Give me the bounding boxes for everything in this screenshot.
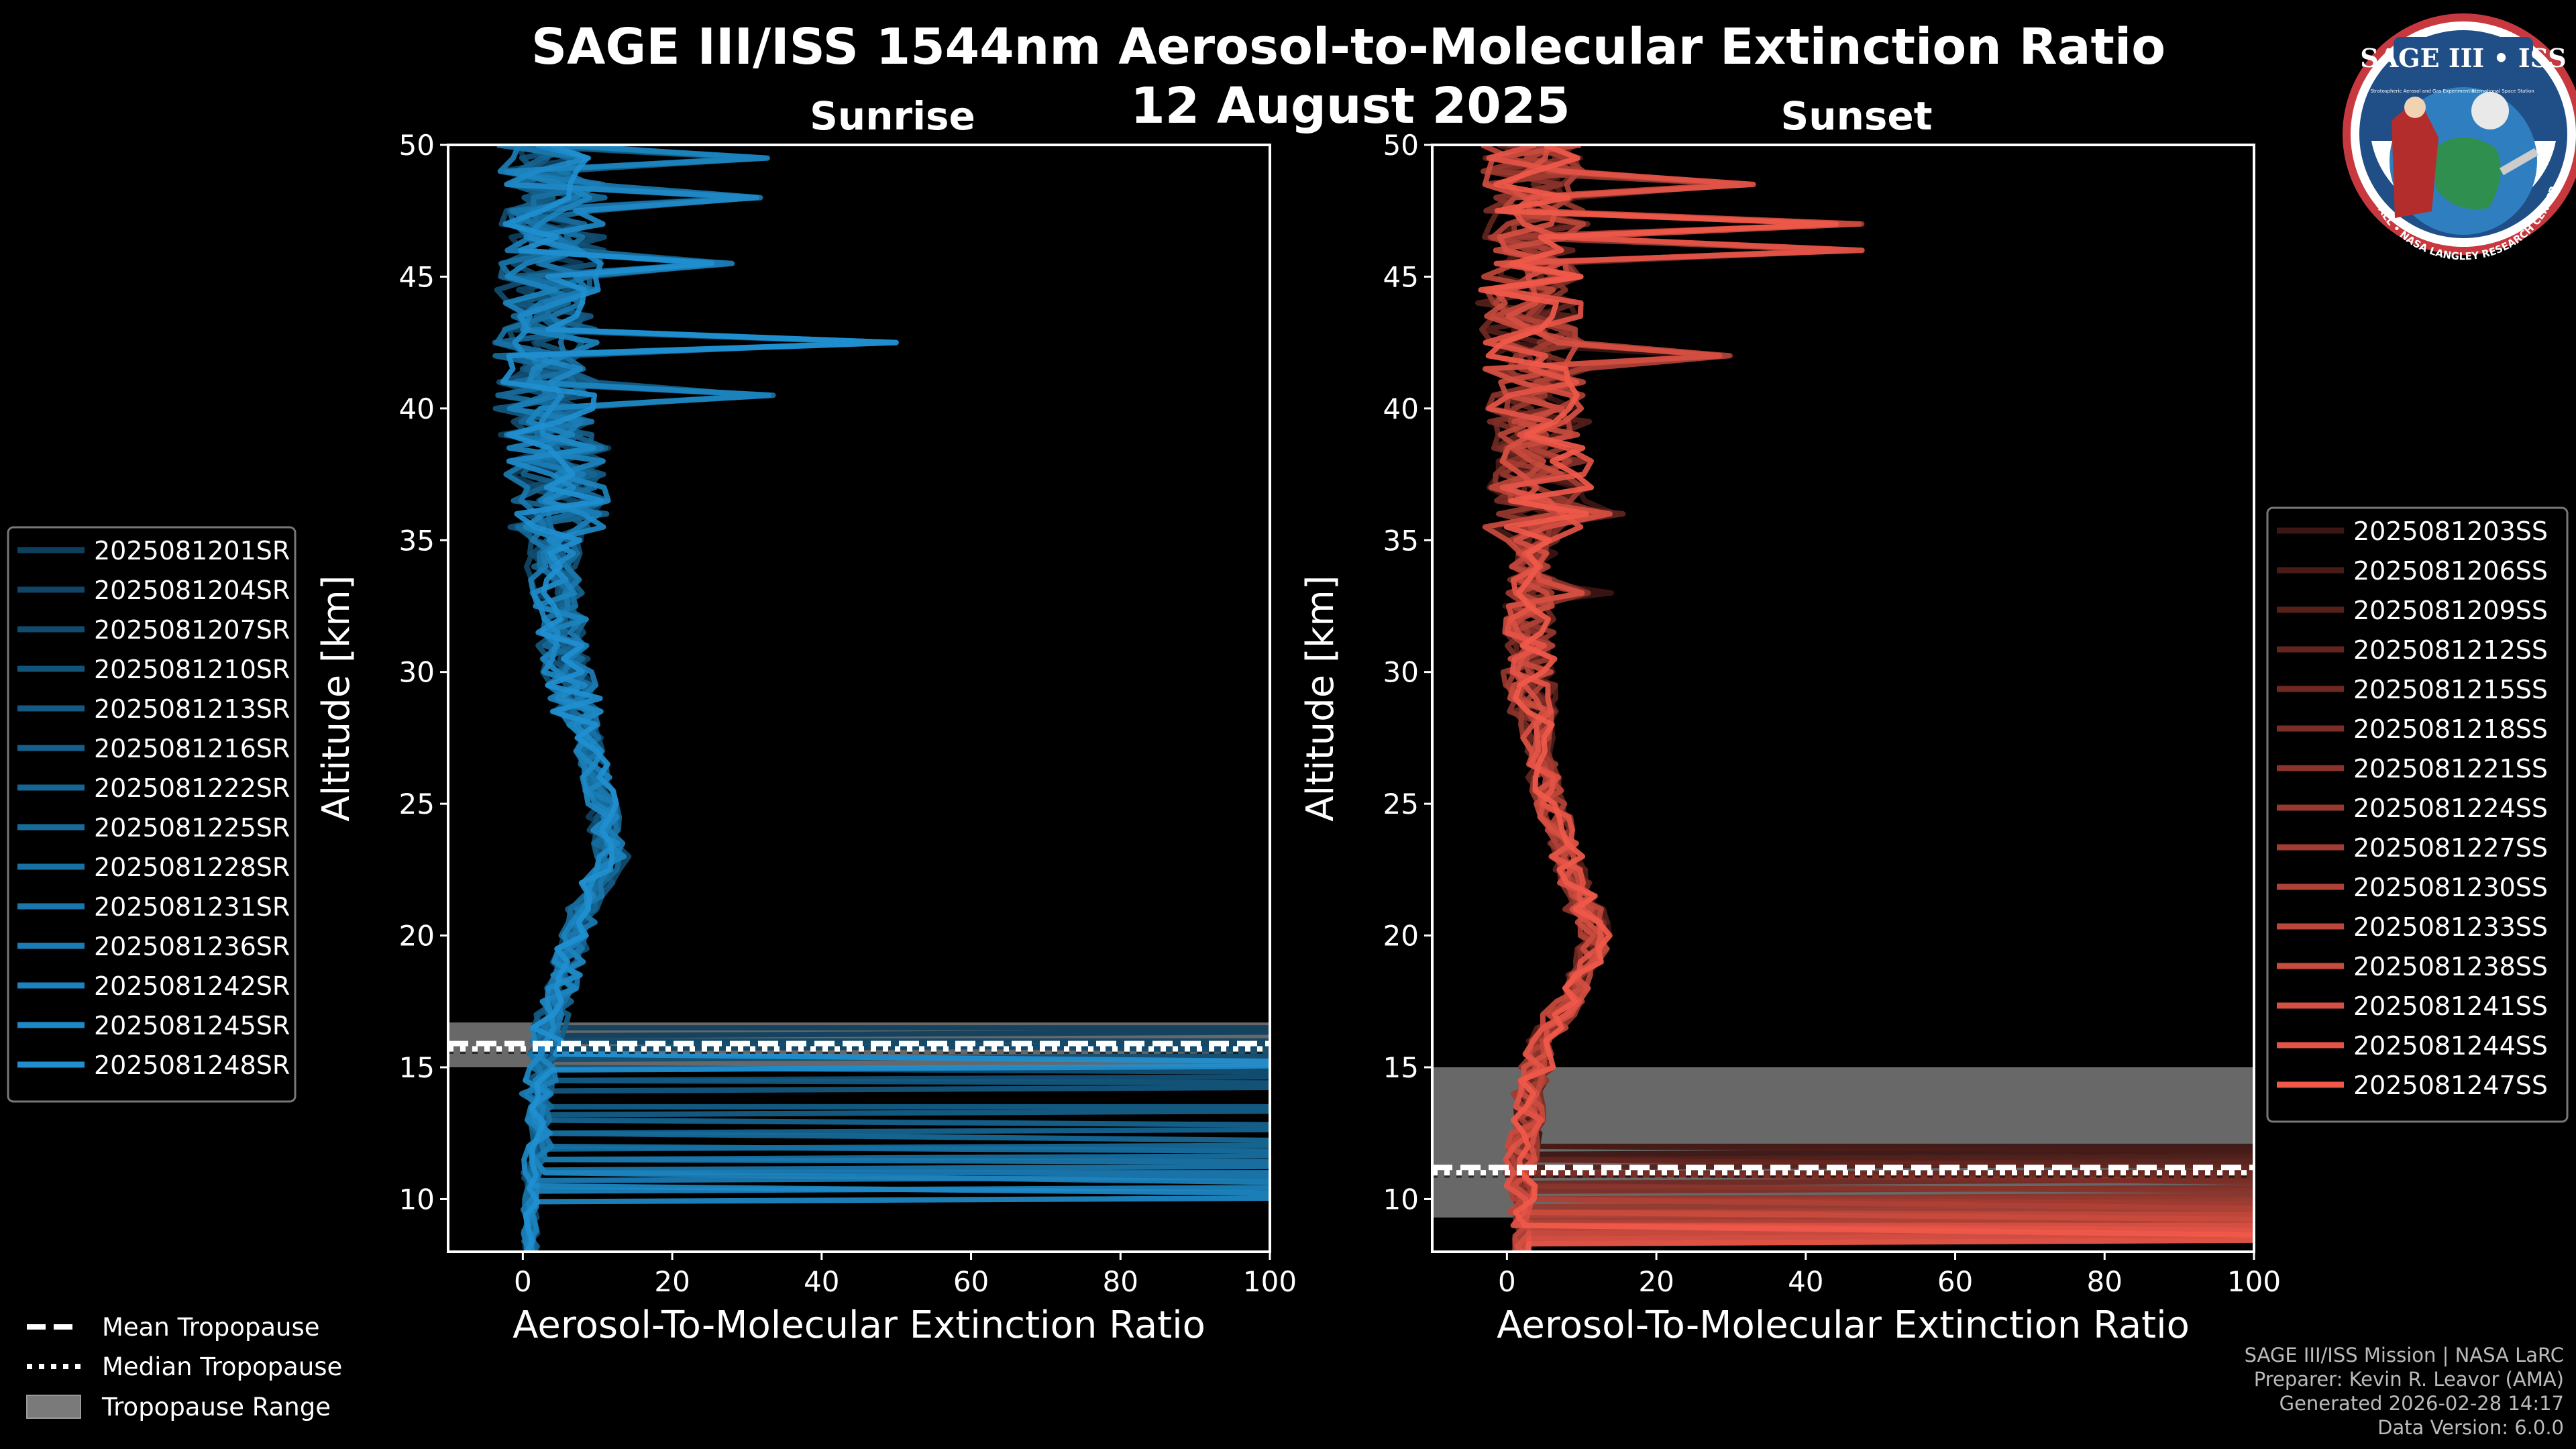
x-tick-label-100: 100: [1243, 1265, 1297, 1298]
legend-label-2025081221SS: 2025081221SS: [2353, 754, 2548, 784]
legend-label-2025081248SR: 2025081248SR: [94, 1051, 290, 1080]
x-tick-label-0: 0: [1498, 1265, 1516, 1298]
legend-label-2025081203SS: 2025081203SS: [2353, 517, 2548, 546]
plot-area: [448, 145, 1270, 1252]
y-tick-label-35: 35: [1383, 524, 1419, 557]
median-tropopause-label: Median Tropopause: [102, 1352, 342, 1381]
series-line-2025081213SR: [492, 145, 1270, 1252]
moon-icon: [2471, 92, 2509, 129]
iss-icon: [2500, 148, 2538, 176]
x-tick-label-80: 80: [2087, 1265, 2123, 1298]
legend-label-2025081218SS: 2025081218SS: [2353, 714, 2548, 744]
y-tick-label-30: 30: [1383, 656, 1419, 689]
x-tick-label-20: 20: [1638, 1265, 1674, 1298]
legend-label-2025081209SS: 2025081209SS: [2353, 596, 2548, 625]
tropopause-range-swatch: [26, 1395, 81, 1419]
y-tick-label-20: 20: [1383, 920, 1419, 953]
legend-label-2025081216SR: 2025081216SR: [94, 734, 290, 763]
legend-label-2025081224SS: 2025081224SS: [2353, 794, 2548, 823]
legend-label-2025081228SR: 2025081228SR: [94, 853, 290, 882]
series-line-2025081244SS: [1483, 145, 2254, 1252]
footer-preparer: Preparer: Kevin R. Leavor (AMA): [2253, 1368, 2564, 1391]
tropopause-range-label: Tropopause Range: [101, 1393, 331, 1421]
mean-tropopause-label: Mean Tropopause: [102, 1313, 320, 1342]
legend-label-2025081213SR: 2025081213SR: [94, 694, 290, 724]
subplot-title: Sunrise: [810, 93, 975, 139]
legend-label-2025081204SR: 2025081204SR: [94, 576, 290, 605]
y-tick-label-20: 20: [399, 920, 435, 953]
legend-label-2025081241SS: 2025081241SS: [2353, 991, 2548, 1021]
y-axis-label: Altitude [km]: [1299, 575, 1342, 821]
subplot-title: Sunset: [1781, 93, 1933, 139]
y-tick-label-25: 25: [1383, 788, 1419, 820]
legend-label-2025081207SR: 2025081207SR: [94, 615, 290, 645]
y-axis-label: Altitude [km]: [315, 575, 358, 821]
series-line-2025081231SR: [496, 145, 1270, 1252]
plot-area: [1432, 145, 2254, 1252]
legend-label-2025081231SR: 2025081231SR: [94, 892, 290, 922]
x-tick-label-0: 0: [514, 1265, 532, 1298]
y-tick-label-50: 50: [399, 129, 435, 162]
y-tick-label-45: 45: [399, 260, 435, 293]
x-axis-label: Aerosol-To-Molecular Extinction Ratio: [513, 1303, 1205, 1347]
legend-label-2025081222SR: 2025081222SR: [94, 773, 290, 803]
legend-label-2025081230SS: 2025081230SS: [2353, 873, 2548, 902]
logo-sub-left: Stratospheric Aerosol and Gas Experiment…: [2370, 89, 2475, 94]
x-tick-label-60: 60: [953, 1265, 989, 1298]
series-line-2025081247SS: [1478, 145, 2254, 1252]
footer-version: Data Version: 6.0.0: [2377, 1416, 2564, 1439]
footer-generated: Generated 2026-02-28 14:17: [2279, 1392, 2564, 1415]
legend-label-2025081201SR: 2025081201SR: [94, 536, 290, 566]
tropopause-legend: Mean Tropopause Median Tropopause Tropop…: [26, 1313, 342, 1421]
x-tick-label-20: 20: [654, 1265, 690, 1298]
y-tick-label-10: 10: [399, 1183, 435, 1216]
legend-label-2025081236SR: 2025081236SR: [94, 932, 290, 961]
axes-frame: [1431, 144, 2255, 1253]
y-tick-label-15: 15: [1383, 1051, 1419, 1084]
legend-label-2025081233SS: 2025081233SS: [2353, 912, 2548, 942]
y-tick-label-15: 15: [399, 1051, 435, 1084]
legend-label-2025081245SR: 2025081245SR: [94, 1011, 290, 1040]
y-tick-label-45: 45: [1383, 260, 1419, 293]
axes-frame: [447, 144, 1271, 1253]
legend-label-2025081242SR: 2025081242SR: [94, 971, 290, 1001]
y-tick-label-10: 10: [1383, 1183, 1419, 1216]
series-line-2025081248SR: [500, 145, 1270, 1252]
footer-mission: SAGE III/ISS Mission | NASA LaRC: [2244, 1344, 2564, 1366]
legend-label-2025081244SS: 2025081244SS: [2353, 1031, 2548, 1061]
y-tick-label-30: 30: [399, 656, 435, 689]
y-tick-label-25: 25: [399, 788, 435, 820]
x-tick-label-40: 40: [1788, 1265, 1823, 1298]
legend-label-2025081215SS: 2025081215SS: [2353, 675, 2548, 704]
legend-label-2025081212SS: 2025081212SS: [2353, 635, 2548, 665]
figure-date: 12 August 2025: [1130, 77, 1570, 135]
figure-title: SAGE III/ISS 1544nm Aerosol-to-Molecular…: [531, 18, 2165, 76]
x-tick-label-80: 80: [1103, 1265, 1138, 1298]
legend-label-2025081227SS: 2025081227SS: [2353, 833, 2548, 863]
legend-label-2025081210SR: 2025081210SR: [94, 655, 290, 684]
legend-label-2025081238SS: 2025081238SS: [2353, 952, 2548, 981]
legend-label-2025081225SR: 2025081225SR: [94, 813, 290, 843]
sunrise-legend: 2025081201SR 2025081204SR 2025081207SR 2025…: [7, 526, 297, 1103]
legend-label-2025081206SS: 2025081206SS: [2353, 556, 2548, 586]
logo-sub-right: International Space Station: [2470, 89, 2534, 94]
figure-cloak-icon: [2392, 97, 2438, 218]
legend-label-2025081247SS: 2025081247SS: [2353, 1071, 2548, 1100]
y-tick-label-40: 40: [399, 392, 435, 425]
y-tick-label-50: 50: [1383, 129, 1419, 162]
y-tick-label-35: 35: [399, 524, 435, 557]
x-tick-label-60: 60: [1937, 1265, 1973, 1298]
sunrise-plot: 0 20 40 60 80 100 10 15 20 25 30 35 40 45 50 Sunrise Aer…: [315, 93, 1297, 1347]
x-tick-label-100: 100: [2227, 1265, 2281, 1298]
x-axis-label: Aerosol-To-Molecular Extinction Ratio: [1497, 1303, 2190, 1347]
y-tick-label-40: 40: [1383, 392, 1419, 425]
sunset-plot: 0 20 40 60 80 100 10 15 20 25 30 35 40 45 50 Sunset Aero…: [1299, 93, 2281, 1347]
sunset-legend: 2025081203SS 2025081206SS 2025081209SS 2025…: [2266, 506, 2569, 1123]
logo-title: SAGE III • ISS: [2360, 43, 2566, 73]
x-tick-label-40: 40: [804, 1265, 839, 1298]
footer-credits: SAGE III/ISS Mission | NASA LaRC Prepare…: [2245, 1343, 2564, 1440]
